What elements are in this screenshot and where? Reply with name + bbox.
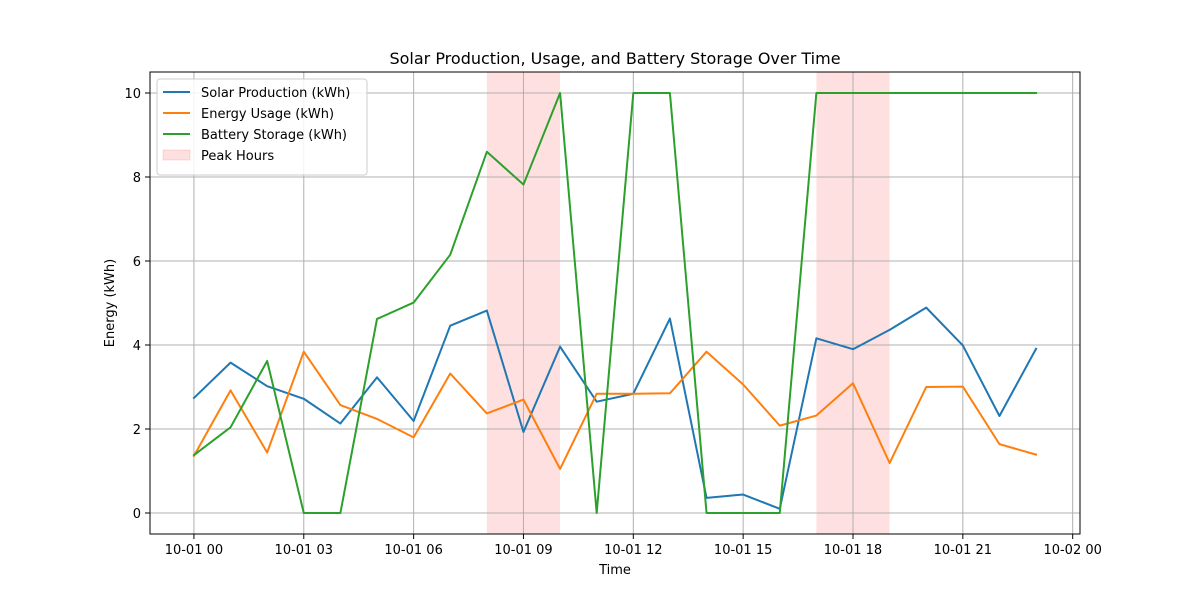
x-tick-label-3: 10-01 09 [494,543,552,558]
y-tick-label-3: 6 [133,255,141,270]
y-tick-label-5: 10 [124,87,141,102]
legend-box [156,78,368,176]
legend-swatch-4 [162,149,191,161]
y-axis-label: Energy (kWh) [103,259,118,347]
series-line-2 [192,350,1038,470]
legend: Solar Production (kWh) Energy Usage (kWh)… [156,78,368,176]
x-tick-label-6: 10-01 18 [824,543,882,558]
legend-label-4: Peak Hours [201,149,274,164]
x-tick-label-0: 10-01 00 [165,543,223,558]
x-tick-label-1: 10-01 03 [275,543,333,558]
chart-title: Solar Production, Usage, and Battery Sto… [389,49,840,68]
x-tick-label-4: 10-01 12 [604,543,662,558]
series-line-3 [192,92,1038,514]
x-tick-label-5: 10-01 15 [714,543,772,558]
y-tick-label-1: 2 [133,423,141,438]
x-axis-label: Time [598,563,631,578]
legend-label-2: Energy Usage (kWh) [201,107,334,122]
x-axis-ticks: 10-01 00 10-01 03 10-01 06 10-01 09 10-01 12… [165,534,1102,558]
y-tick-label-2: 4 [133,339,141,354]
y-tick-label-4: 8 [133,171,141,186]
series-line-1 [192,306,1038,510]
plot-frame [149,71,1081,535]
y-axis-ticks: 0 2 4 6 8 10 [124,87,150,522]
series-lines [192,92,1038,514]
x-tick-label-2: 10-01 06 [384,543,442,558]
x-tick-label-8: 10-02 00 [1043,543,1101,558]
y-tick-label-0: 0 [133,507,141,522]
legend-label-1: Solar Production (kWh) [201,86,350,101]
legend-label-3: Battery Storage (kWh) [201,128,347,143]
x-tick-label-7: 10-01 21 [934,543,992,558]
